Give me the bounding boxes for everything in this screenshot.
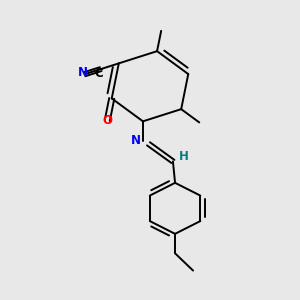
Text: N: N [77,66,87,79]
Text: N: N [130,134,141,147]
Text: C: C [94,68,103,80]
Text: H: H [179,151,189,164]
Text: O: O [102,114,112,127]
